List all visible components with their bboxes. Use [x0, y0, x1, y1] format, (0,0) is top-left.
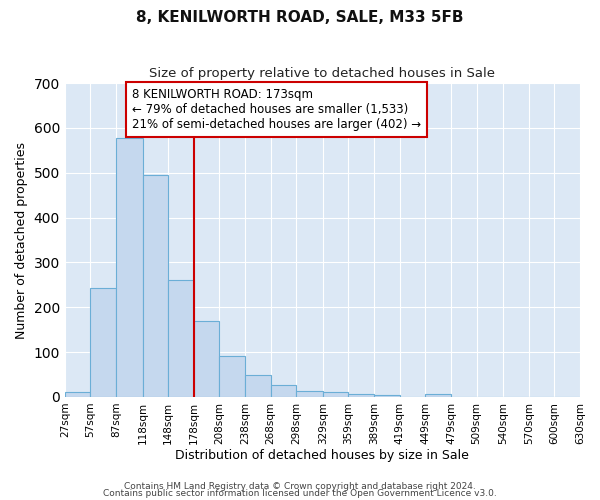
Text: Contains HM Land Registry data © Crown copyright and database right 2024.: Contains HM Land Registry data © Crown c…	[124, 482, 476, 491]
Bar	[194, 320, 220, 397]
Bar	[296, 391, 323, 397]
Text: Contains public sector information licensed under the Open Government Licence v3: Contains public sector information licen…	[103, 490, 497, 498]
Bar	[143, 176, 168, 397]
Bar	[220, 356, 245, 397]
Text: 8, KENILWORTH ROAD, SALE, M33 5FB: 8, KENILWORTH ROAD, SALE, M33 5FB	[136, 10, 464, 25]
Y-axis label: Number of detached properties: Number of detached properties	[15, 142, 28, 338]
Title: Size of property relative to detached houses in Sale: Size of property relative to detached ho…	[149, 68, 496, 80]
Bar	[116, 138, 143, 397]
Bar	[349, 394, 374, 397]
Bar	[425, 394, 451, 397]
Bar	[374, 394, 400, 397]
Bar	[323, 392, 349, 397]
Bar	[271, 386, 296, 397]
Bar	[65, 392, 91, 397]
Bar	[168, 280, 194, 397]
Text: 8 KENILWORTH ROAD: 173sqm
← 79% of detached houses are smaller (1,533)
21% of se: 8 KENILWORTH ROAD: 173sqm ← 79% of detac…	[132, 88, 421, 131]
Bar	[91, 288, 116, 397]
X-axis label: Distribution of detached houses by size in Sale: Distribution of detached houses by size …	[175, 450, 469, 462]
Bar	[245, 374, 271, 397]
